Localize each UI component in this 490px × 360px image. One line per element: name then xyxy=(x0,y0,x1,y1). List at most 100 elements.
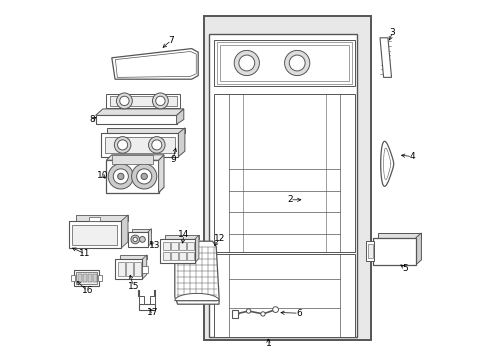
Circle shape xyxy=(132,164,157,189)
FancyBboxPatch shape xyxy=(187,252,194,260)
FancyBboxPatch shape xyxy=(139,296,144,304)
FancyBboxPatch shape xyxy=(179,252,186,260)
Circle shape xyxy=(233,311,239,317)
Circle shape xyxy=(118,140,127,150)
FancyBboxPatch shape xyxy=(78,274,82,282)
Text: 13: 13 xyxy=(149,241,161,250)
Text: 11: 11 xyxy=(79,249,91,258)
Circle shape xyxy=(156,96,165,105)
Polygon shape xyxy=(143,255,147,279)
FancyBboxPatch shape xyxy=(88,274,92,282)
Circle shape xyxy=(152,140,162,150)
Polygon shape xyxy=(175,293,219,301)
FancyBboxPatch shape xyxy=(139,304,155,310)
Text: 5: 5 xyxy=(402,264,408,273)
Polygon shape xyxy=(132,229,151,232)
Polygon shape xyxy=(416,233,421,265)
FancyBboxPatch shape xyxy=(76,272,97,284)
FancyBboxPatch shape xyxy=(171,252,178,260)
FancyBboxPatch shape xyxy=(204,16,371,340)
FancyBboxPatch shape xyxy=(104,137,175,153)
Polygon shape xyxy=(107,128,185,133)
FancyBboxPatch shape xyxy=(118,262,125,276)
Circle shape xyxy=(273,307,278,312)
Polygon shape xyxy=(120,255,147,259)
FancyBboxPatch shape xyxy=(94,274,97,282)
Text: 15: 15 xyxy=(128,282,139,291)
Circle shape xyxy=(108,164,133,189)
FancyBboxPatch shape xyxy=(72,225,117,245)
Circle shape xyxy=(117,93,132,109)
Text: 12: 12 xyxy=(214,234,225,243)
Polygon shape xyxy=(106,187,164,193)
Circle shape xyxy=(113,169,128,184)
Polygon shape xyxy=(76,215,128,221)
FancyBboxPatch shape xyxy=(163,242,170,250)
FancyBboxPatch shape xyxy=(71,275,74,281)
FancyBboxPatch shape xyxy=(179,242,186,250)
Polygon shape xyxy=(381,141,393,186)
Polygon shape xyxy=(112,49,198,79)
Circle shape xyxy=(246,309,251,313)
Circle shape xyxy=(152,93,169,109)
Circle shape xyxy=(133,237,137,242)
FancyBboxPatch shape xyxy=(134,262,141,276)
Circle shape xyxy=(289,55,305,71)
Polygon shape xyxy=(128,232,148,247)
Circle shape xyxy=(261,312,265,316)
Circle shape xyxy=(120,96,129,105)
Polygon shape xyxy=(106,155,164,160)
Polygon shape xyxy=(121,215,128,248)
Polygon shape xyxy=(116,259,143,279)
Circle shape xyxy=(114,137,131,153)
FancyBboxPatch shape xyxy=(232,310,238,318)
Text: 10: 10 xyxy=(97,171,109,180)
FancyBboxPatch shape xyxy=(215,94,355,252)
Circle shape xyxy=(118,173,124,180)
Circle shape xyxy=(234,50,259,76)
Text: 17: 17 xyxy=(147,308,159,317)
Circle shape xyxy=(285,50,310,76)
Polygon shape xyxy=(96,115,176,124)
Polygon shape xyxy=(195,235,199,263)
FancyBboxPatch shape xyxy=(209,34,357,337)
FancyBboxPatch shape xyxy=(110,96,176,106)
Text: 3: 3 xyxy=(390,28,395,37)
Text: 7: 7 xyxy=(169,36,174,45)
FancyBboxPatch shape xyxy=(89,217,100,221)
Polygon shape xyxy=(69,221,121,248)
FancyBboxPatch shape xyxy=(83,274,87,282)
FancyBboxPatch shape xyxy=(112,155,153,164)
Polygon shape xyxy=(373,238,416,265)
Text: 1: 1 xyxy=(266,338,271,348)
FancyBboxPatch shape xyxy=(368,244,373,258)
Text: 6: 6 xyxy=(296,309,302,318)
Polygon shape xyxy=(96,109,184,115)
Circle shape xyxy=(148,137,165,153)
Polygon shape xyxy=(159,155,164,193)
FancyBboxPatch shape xyxy=(171,242,178,250)
Polygon shape xyxy=(178,128,185,157)
Text: 16: 16 xyxy=(81,287,93,295)
Text: 14: 14 xyxy=(178,230,190,239)
Text: 8: 8 xyxy=(89,115,95,124)
Polygon shape xyxy=(378,233,421,238)
FancyBboxPatch shape xyxy=(150,296,155,304)
Circle shape xyxy=(131,235,140,244)
Polygon shape xyxy=(175,241,219,304)
FancyBboxPatch shape xyxy=(126,262,133,276)
Polygon shape xyxy=(106,160,159,193)
FancyBboxPatch shape xyxy=(74,270,99,286)
Polygon shape xyxy=(380,38,392,77)
Circle shape xyxy=(140,237,145,242)
FancyBboxPatch shape xyxy=(163,252,170,260)
Circle shape xyxy=(137,169,152,184)
Polygon shape xyxy=(176,109,184,124)
Polygon shape xyxy=(148,229,151,247)
Polygon shape xyxy=(160,239,195,263)
FancyBboxPatch shape xyxy=(215,40,355,86)
FancyBboxPatch shape xyxy=(187,242,194,250)
FancyBboxPatch shape xyxy=(367,241,374,261)
Text: 2: 2 xyxy=(287,195,293,204)
Text: 4: 4 xyxy=(410,152,415,161)
